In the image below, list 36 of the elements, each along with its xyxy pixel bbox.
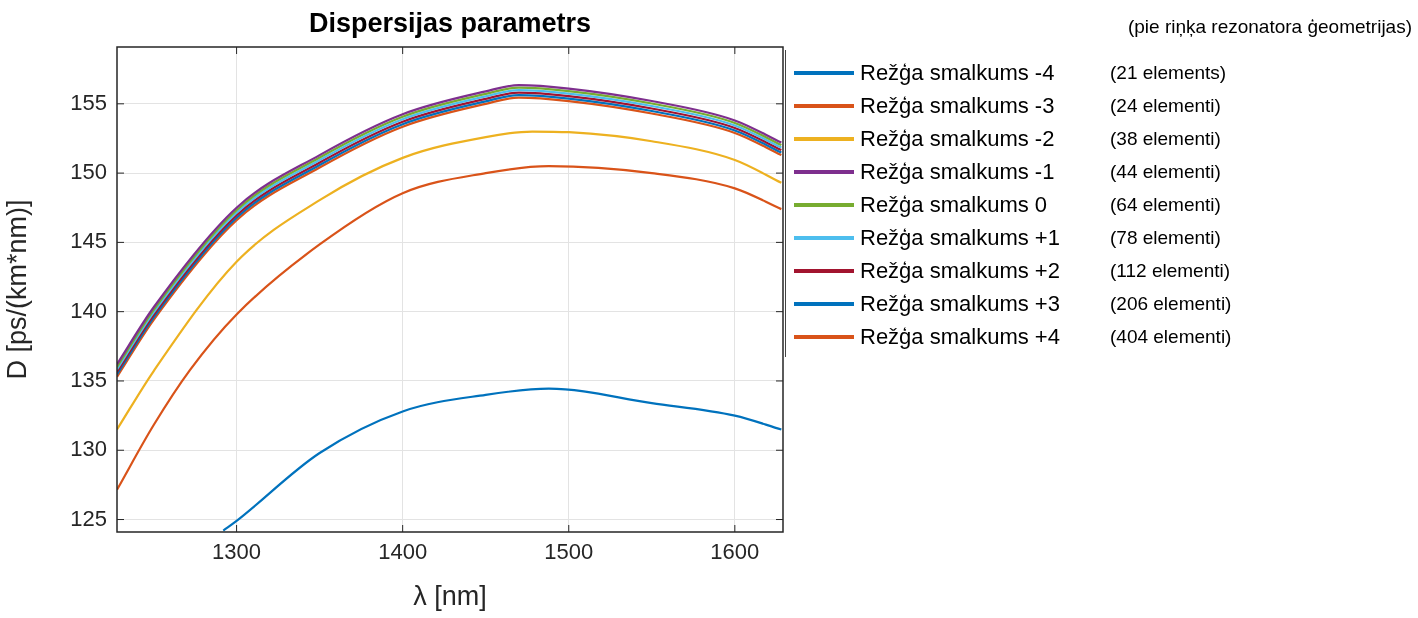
legend-label: Režģa smalkums +3 [860,290,1061,317]
text: (pie riņķa rezonatora ģeometrijas) [1127,16,1412,38]
y-tick-label: 155 [70,89,107,115]
text: (404 elementi) [1110,325,1232,348]
y-tick-label: 145 [70,228,107,254]
text: (78 elementi) [1110,226,1221,249]
x-tick-label: 1600 [710,539,760,565]
text: (44 elementi) [1110,160,1221,183]
x-axis-title: λ [nm] [413,581,487,612]
text: (112 elementi) [1110,259,1231,282]
text: (38 elementi) [1110,127,1221,150]
legend-label: Režģa smalkums -3 [860,92,1056,119]
legend-label: Režģa smalkums -4 [860,59,1056,86]
line-series [117,130,783,431]
legend-label: Režģa smalkums -1 [860,158,1056,185]
y-axis-title: D [ps/(km*nm)] [1,199,32,380]
text: (21 elements) [1110,61,1227,84]
y-tick-label: 125 [70,505,107,531]
y-tick-label: 130 [70,436,107,462]
x-tick-label: 1400 [378,539,428,565]
text: (24 elementi) [1110,94,1221,117]
y-tick-label: 150 [70,159,107,185]
chart-title: Dispersijas parametrs [307,8,593,39]
legend-label: Režģa smalkums 0 [860,191,1049,218]
legend-label: Režģa smalkums +4 [860,323,1061,350]
y-tick-label: 140 [70,297,107,323]
line-series [117,165,783,491]
legend-label: Režģa smalkums -2 [860,125,1056,152]
x-tick-label: 1500 [544,539,594,565]
legend-label: Režģa smalkums +1 [860,224,1061,251]
x-tick-label: 1300 [212,539,262,565]
text: (206 elementi) [1110,292,1232,315]
legend-label: Režģa smalkums +2 [860,257,1061,284]
text: (64 elementi) [1110,193,1221,216]
line-series [222,387,783,532]
y-tick-label: 135 [70,367,107,393]
